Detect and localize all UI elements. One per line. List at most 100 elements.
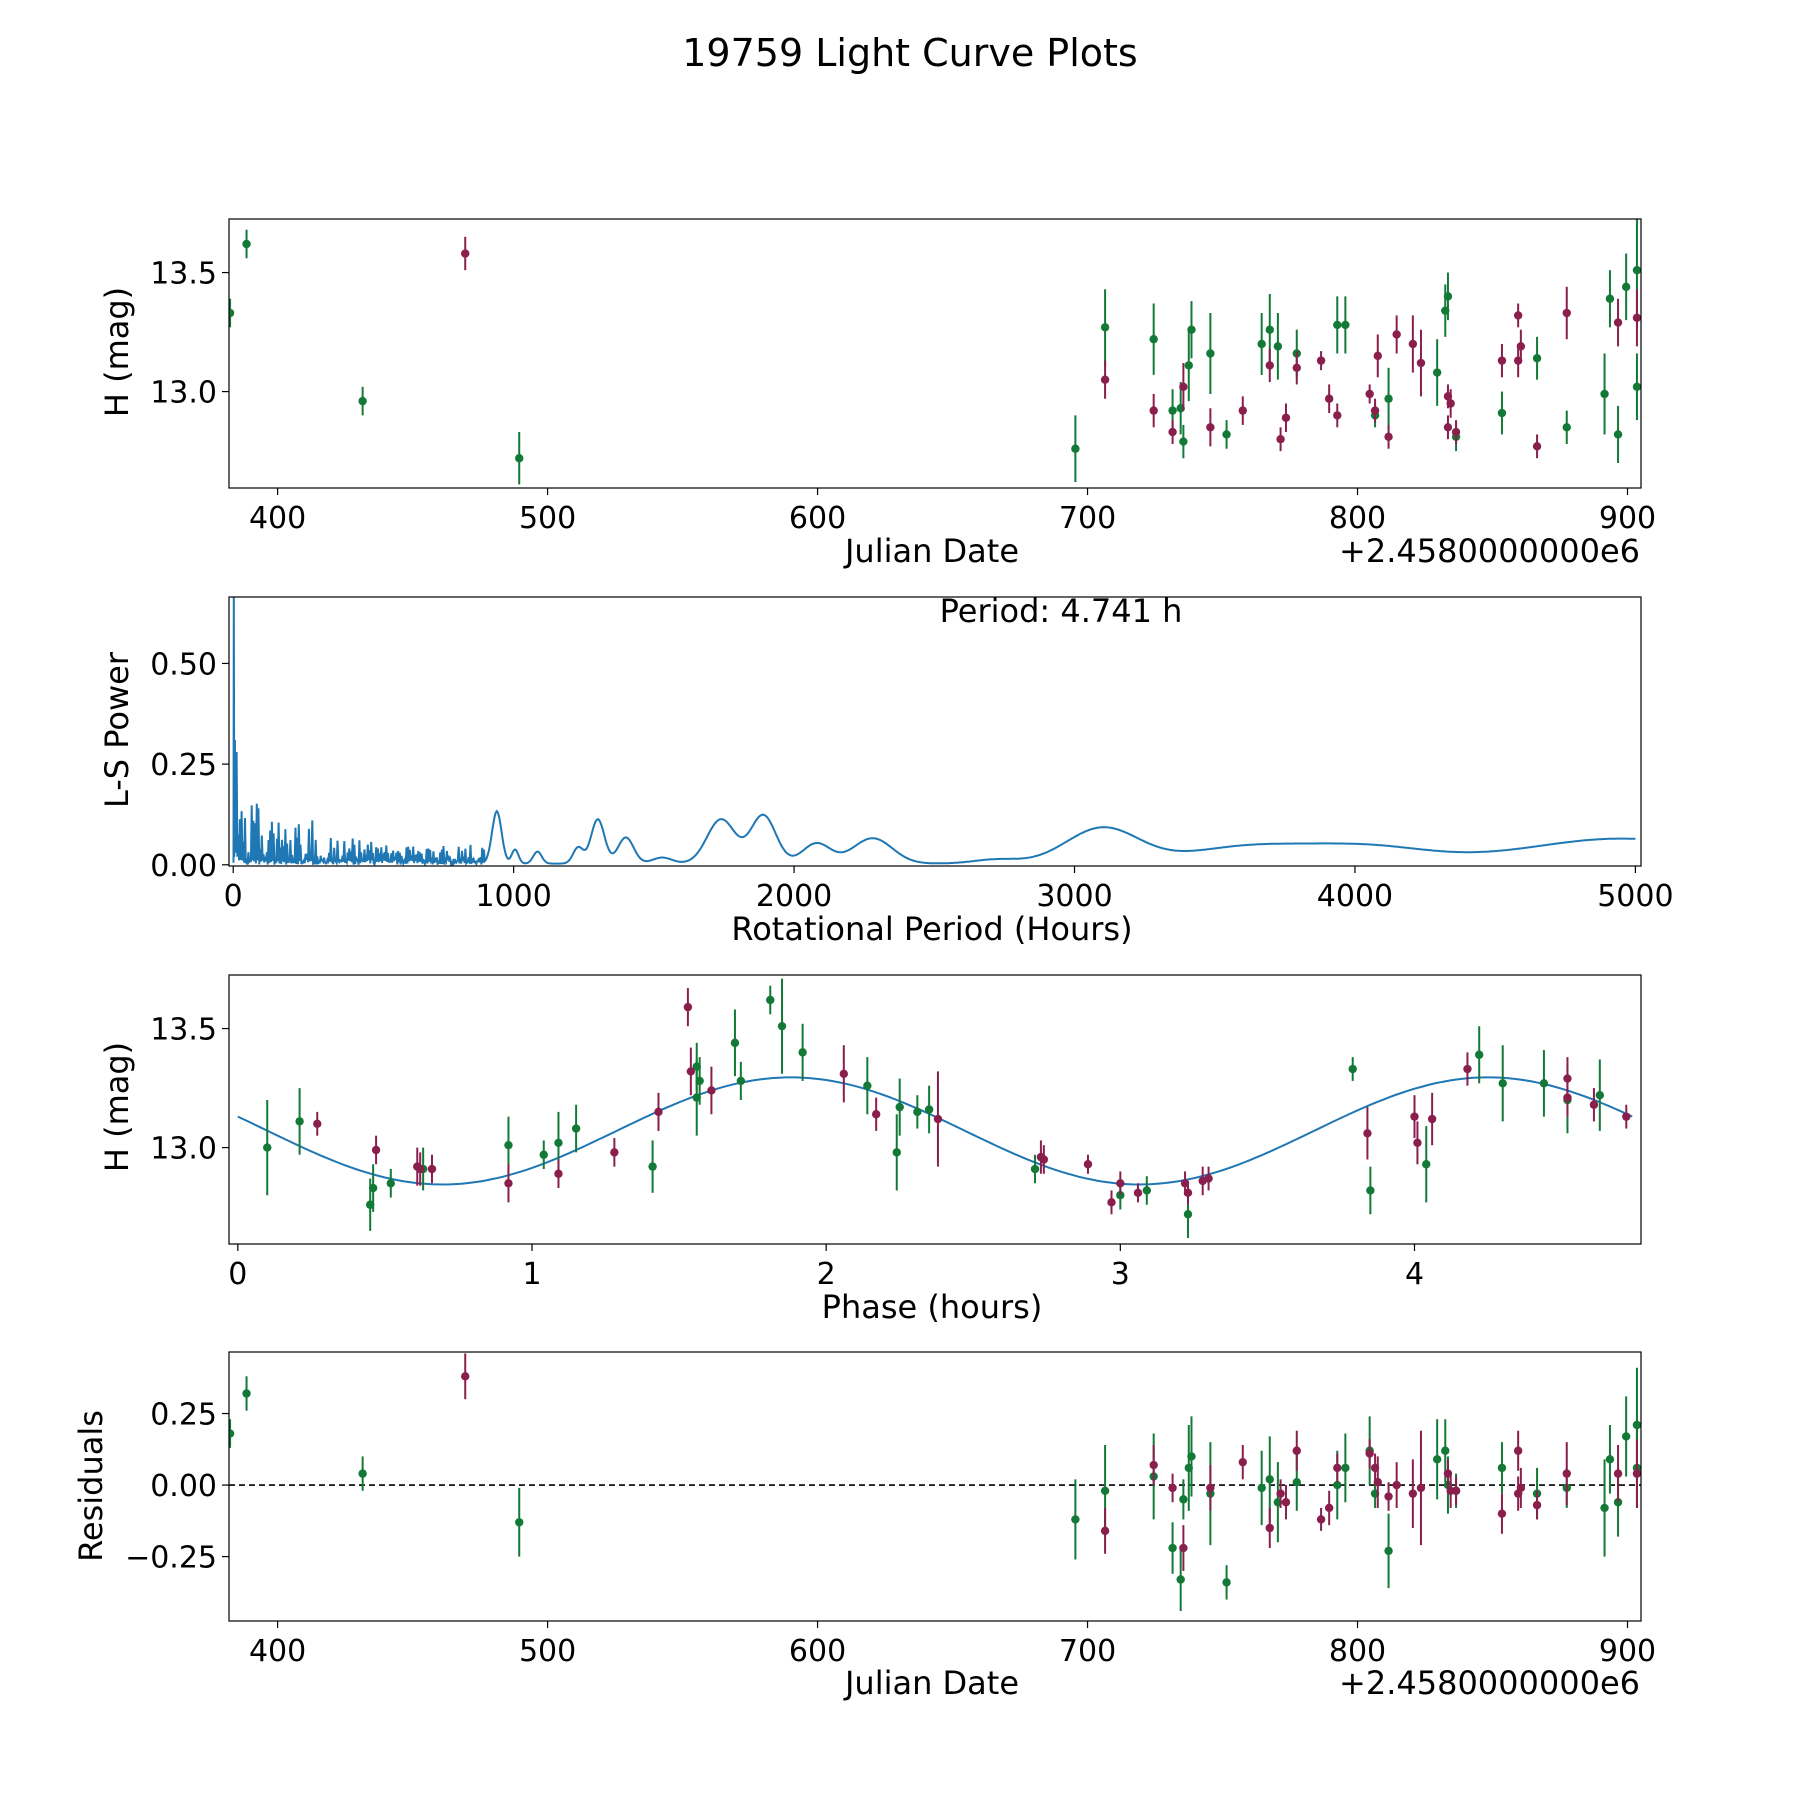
lightcurve-xtick-label: 900 bbox=[1599, 501, 1656, 536]
phased-point bbox=[313, 1119, 322, 1128]
lightcurve-point bbox=[1333, 411, 1342, 420]
residuals-point bbox=[1532, 1500, 1542, 1510]
residuals-point bbox=[1265, 1475, 1274, 1484]
lightcurve-point bbox=[1341, 320, 1350, 330]
lightcurve-point bbox=[1600, 389, 1609, 399]
lightcurve-point bbox=[1443, 292, 1453, 301]
clip-lightcurve-plot-area bbox=[229, 219, 1641, 485]
lightcurve-point bbox=[1149, 335, 1158, 344]
phased-point bbox=[1410, 1112, 1419, 1121]
phased-point bbox=[686, 1067, 696, 1076]
residuals-point bbox=[1600, 1503, 1609, 1513]
phased-point bbox=[1463, 1064, 1472, 1074]
residuals-point bbox=[1621, 1432, 1631, 1441]
residuals-offset-label: +2.4580000000e6 bbox=[1339, 1664, 1640, 1702]
lightcurve-point bbox=[1562, 308, 1571, 318]
lightcurve-point bbox=[1613, 318, 1623, 327]
period-annotation: Period: 4.741 h bbox=[940, 592, 1183, 630]
residuals-point bbox=[1416, 1483, 1426, 1493]
lightcurve-xtick-label: 400 bbox=[249, 501, 306, 536]
residuals-point bbox=[1365, 1449, 1374, 1458]
residuals-point bbox=[1392, 1480, 1401, 1490]
residuals-point bbox=[1562, 1469, 1571, 1478]
phased-point bbox=[1183, 1188, 1193, 1198]
lightcurve-xtick-label: 600 bbox=[789, 501, 846, 536]
lightcurve-point bbox=[1613, 430, 1623, 439]
periodogram-ytick-label: 0.00 bbox=[150, 849, 217, 884]
residuals-point bbox=[1292, 1478, 1301, 1487]
periodogram-axes-frame bbox=[228, 596, 1642, 867]
residuals-point bbox=[515, 1518, 524, 1527]
lightcurve-point bbox=[1443, 423, 1453, 432]
lightcurve-point bbox=[1516, 342, 1526, 351]
residuals-point bbox=[1168, 1543, 1177, 1553]
lightcurve-xtick-label: 700 bbox=[1059, 501, 1116, 536]
residuals-point bbox=[1373, 1478, 1382, 1487]
figure-title: 19759 Light Curve Plots bbox=[682, 31, 1137, 75]
phased-point bbox=[1107, 1198, 1116, 1207]
lightcurve-point bbox=[1100, 323, 1110, 332]
lightcurve-point bbox=[1451, 427, 1461, 437]
residuals-ytick-label: −0.25 bbox=[125, 1541, 217, 1576]
lightcurve-panel: H (mag) Julian Date +2.4580000000e6 400 5… bbox=[98, 218, 1656, 570]
phased-point bbox=[1363, 1129, 1372, 1138]
lightcurve-point bbox=[1149, 406, 1158, 415]
lightcurve-point bbox=[1265, 325, 1274, 334]
lightcurve-point bbox=[1281, 413, 1291, 422]
residuals-point bbox=[1179, 1543, 1188, 1553]
phased-point bbox=[1133, 1188, 1143, 1198]
residuals-point bbox=[1632, 1420, 1641, 1430]
lightcurve-point bbox=[1333, 320, 1342, 330]
lightcurve-point bbox=[1632, 382, 1641, 392]
lightcurve-point bbox=[1071, 444, 1080, 453]
lightcurve-point bbox=[1238, 406, 1247, 415]
lightcurve-point bbox=[1100, 375, 1110, 384]
lightcurve-point bbox=[1532, 442, 1542, 451]
lightcurve-point bbox=[1621, 282, 1631, 292]
lightcurve-point bbox=[1384, 432, 1393, 442]
clip-phased-plot-area bbox=[237, 978, 1633, 1239]
lightcurve-xtick-label: 800 bbox=[1329, 501, 1386, 536]
lightcurve-point bbox=[1416, 358, 1426, 368]
phased-point bbox=[924, 1105, 934, 1114]
residuals-point bbox=[1333, 1463, 1342, 1473]
phased-point bbox=[1204, 1174, 1213, 1183]
phased-point bbox=[895, 1102, 904, 1112]
residuals-point bbox=[1176, 1575, 1185, 1584]
phased-point bbox=[1039, 1155, 1049, 1164]
phased-xtick-label: 2 bbox=[817, 1257, 836, 1292]
residuals-point bbox=[1324, 1503, 1334, 1513]
periodogram-ytick-label: 0.25 bbox=[150, 748, 217, 783]
phased-point bbox=[730, 1038, 740, 1048]
residuals-point bbox=[1071, 1515, 1080, 1524]
phased-point bbox=[504, 1179, 513, 1188]
residuals-point bbox=[1257, 1483, 1266, 1493]
lightcurve-point bbox=[1206, 423, 1215, 432]
phased-point bbox=[1142, 1186, 1152, 1195]
phased-xtick-label: 3 bbox=[1111, 1257, 1130, 1292]
phased-point bbox=[777, 1021, 787, 1031]
lightcurve-point bbox=[1373, 351, 1382, 361]
periodogram-xtick-label: 5000 bbox=[1597, 879, 1673, 914]
phased-point bbox=[1422, 1160, 1431, 1169]
lightcurve-xtick-label: 500 bbox=[519, 501, 576, 536]
periodogram-ytick-label: 0.50 bbox=[150, 647, 217, 682]
lightcurve-point bbox=[1632, 313, 1641, 322]
phased-point bbox=[263, 1143, 272, 1152]
periodogram-xtick-label: 1000 bbox=[475, 879, 551, 914]
residuals-point bbox=[1384, 1546, 1393, 1556]
phased-xlabel: Phase (hours) bbox=[822, 1288, 1043, 1326]
phased-point bbox=[863, 1081, 872, 1090]
residuals-ytick-label: 0.00 bbox=[150, 1469, 217, 1504]
phased-fit-curve bbox=[237, 1076, 1633, 1186]
phased-point bbox=[1348, 1064, 1357, 1074]
residuals-point bbox=[1605, 1455, 1615, 1464]
residuals-point bbox=[1513, 1446, 1523, 1455]
residuals-point bbox=[229, 1429, 235, 1438]
lightcurve-point bbox=[1273, 342, 1283, 351]
lightcurve-point bbox=[1324, 394, 1334, 403]
residuals-point bbox=[1265, 1523, 1274, 1533]
phased-point bbox=[1116, 1190, 1125, 1200]
phased-point bbox=[654, 1107, 663, 1117]
